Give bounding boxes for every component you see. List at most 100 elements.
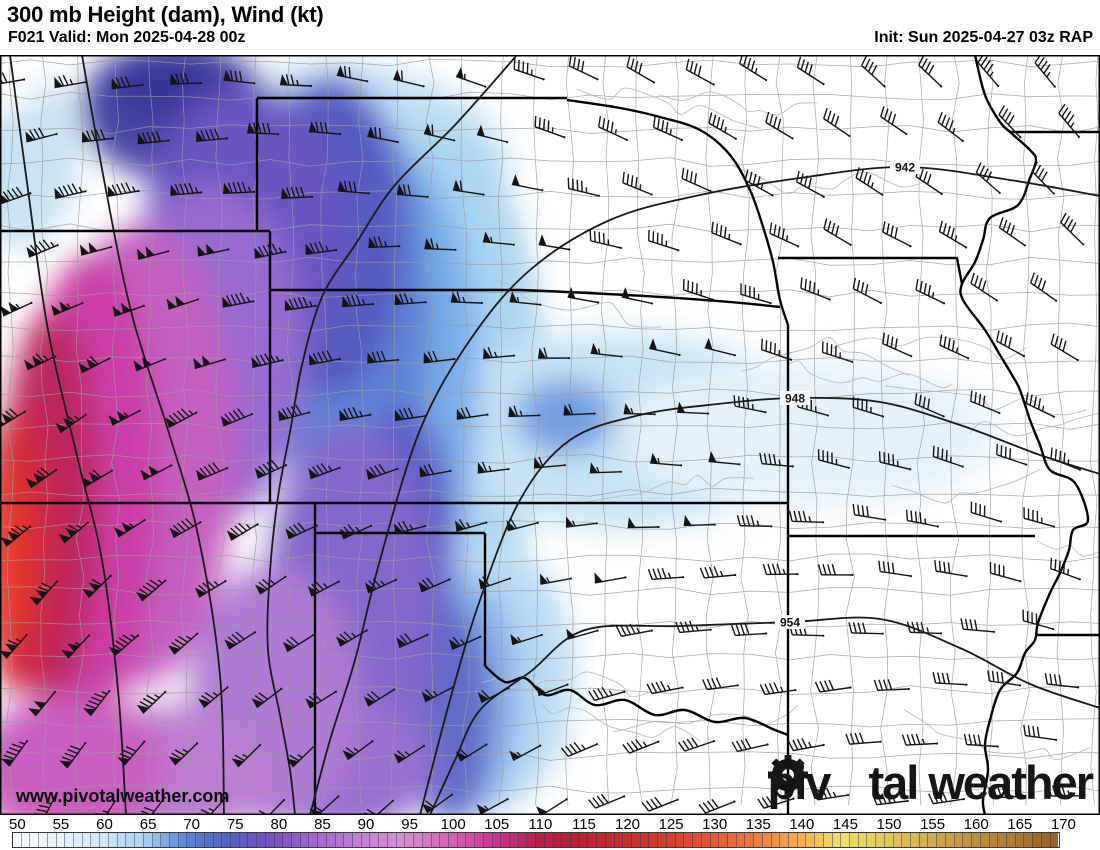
wind-barb <box>339 524 373 540</box>
colorbar-cell <box>222 833 231 847</box>
wind-barb <box>759 682 797 696</box>
wind-barb <box>872 792 909 806</box>
wind-barb <box>137 246 170 260</box>
wind-barb <box>588 793 626 809</box>
wind-barb <box>565 516 598 528</box>
wind-barb <box>364 578 398 594</box>
forecast-valid-label: F021 Valid: Mon 2025-04-28 00z <box>8 29 246 46</box>
wind-barb <box>424 238 457 251</box>
wind-barb <box>730 624 768 637</box>
wind-barb <box>683 514 716 527</box>
wind-barb <box>970 501 1003 523</box>
colorbar-cell <box>448 833 458 847</box>
colorbar-cell <box>230 833 240 847</box>
colorbar-tick-label: 90 <box>357 816 375 833</box>
colorbar-cell <box>684 833 694 847</box>
colorbar-cell <box>527 833 537 847</box>
wind-barb <box>788 510 825 524</box>
colorbar-cell <box>335 833 345 847</box>
wind-barb <box>220 408 254 427</box>
colorbar-cell <box>919 833 929 847</box>
colorbar-cell <box>353 833 362 847</box>
wind-barb <box>113 519 146 538</box>
wind-barb <box>1049 557 1081 581</box>
wind-barb <box>567 286 600 304</box>
colorbar-tick-label: 55 <box>52 816 70 833</box>
colorbar-cell <box>457 833 467 847</box>
wind-barb <box>681 167 712 193</box>
wind-barb <box>195 462 229 481</box>
colorbar-tick-label: 145 <box>832 816 858 833</box>
model-init-label: Init: Sun 2025-04-27 03z RAP <box>874 29 1093 46</box>
wind-barb <box>914 393 945 418</box>
wind-barb <box>708 112 737 140</box>
colorbar-tick-label: 140 <box>789 816 815 833</box>
colorbar-cell <box>292 833 301 847</box>
wind-barb <box>61 634 91 659</box>
wind-barb <box>477 461 510 474</box>
wind-barb <box>622 738 660 754</box>
wind-barb <box>938 220 968 249</box>
colorbar-cell <box>579 833 589 847</box>
wind-barb <box>54 183 87 200</box>
colorbar-tick-label: 65 <box>139 816 157 833</box>
wind-barb <box>987 670 1022 687</box>
wind-barb <box>989 562 1022 583</box>
wind-barb <box>975 162 1001 194</box>
colorbar-cell <box>980 833 990 847</box>
colorbar-cell <box>21 833 31 847</box>
wind-barb <box>652 116 684 142</box>
colorbar-cell <box>998 833 1007 847</box>
colorbar-cell <box>605 833 615 847</box>
colorbar-cell <box>597 833 606 847</box>
wind-barb <box>165 408 198 428</box>
colorbar-cell <box>309 833 319 847</box>
wind-barb <box>82 574 112 598</box>
colorbar-cell <box>553 833 563 847</box>
wind-barb <box>757 794 795 809</box>
wind-barb <box>339 406 372 422</box>
wind-barb <box>455 67 487 88</box>
colorbar-cell <box>666 833 676 847</box>
colorbar-cell <box>126 833 136 847</box>
colorbar-cell <box>248 833 258 847</box>
colorbar-tick-label: 100 <box>440 816 466 833</box>
wind-barb <box>878 560 913 578</box>
wind-barb <box>800 277 831 301</box>
wind-barb <box>393 69 425 88</box>
wind-barb <box>787 737 825 752</box>
wind-barb <box>367 126 399 144</box>
wind-barb <box>814 679 852 693</box>
wind-barb <box>744 169 774 197</box>
wind-barb <box>133 357 166 372</box>
wind-barb <box>421 686 454 703</box>
wind-barb <box>278 404 311 421</box>
wind-barb <box>28 690 57 717</box>
wind-barb <box>452 179 485 196</box>
wind-barb <box>223 181 256 195</box>
colorbar-tick-label: 170 <box>1050 816 1076 833</box>
wind-barb <box>996 443 1028 466</box>
wind-barb <box>590 342 623 358</box>
wind-barb <box>25 467 58 489</box>
wind-barb <box>650 452 683 467</box>
colorbar-cell <box>135 833 144 847</box>
map-image: 942 948 954 www.pivotalweather.com piv tal… <box>0 55 1100 815</box>
colorbar-cell <box>65 833 75 847</box>
wind-barb <box>765 111 794 140</box>
colorbar-cell <box>1015 833 1025 847</box>
wind-barb <box>251 687 283 709</box>
colorbar-cell <box>945 833 955 847</box>
wind-barb <box>58 521 89 544</box>
wind-barb <box>647 567 685 581</box>
colorbar-cell <box>143 833 153 847</box>
wind-barb <box>342 740 374 761</box>
wind-barb <box>394 407 427 422</box>
wind-barb <box>396 184 429 198</box>
wind-barb <box>821 341 854 363</box>
wind-barb <box>1022 609 1055 631</box>
wind-barb <box>509 744 542 762</box>
wind-barb <box>621 286 654 305</box>
wind-barb <box>795 171 825 198</box>
